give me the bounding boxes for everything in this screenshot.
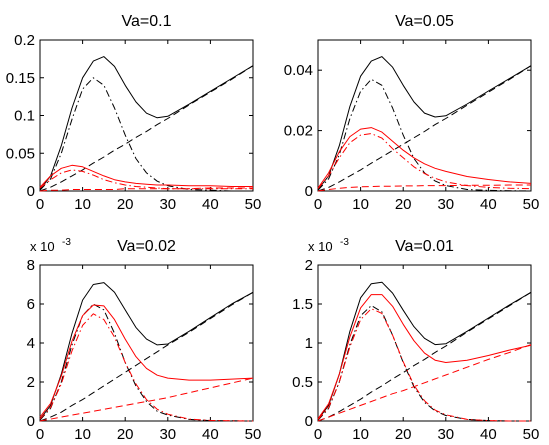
series-line-1: [39, 56, 254, 190]
x-tick-label: 20: [117, 426, 134, 443]
series-line-3: [317, 65, 532, 192]
x-tick-label: 0: [36, 426, 44, 443]
series-line-2: [317, 78, 532, 192]
series-line-5: [39, 313, 254, 422]
x-tick-label: 50: [245, 426, 262, 443]
chart-title: Va=0.1: [122, 13, 172, 30]
x-tick-label: 40: [202, 196, 219, 213]
x-tick-label: 50: [523, 196, 540, 213]
series-line-2: [317, 305, 531, 422]
x-tick-label: 40: [480, 426, 497, 443]
x-tick-label: 20: [117, 196, 134, 213]
y-tick-label: 0.1: [14, 108, 35, 125]
y-tick-label: 0: [305, 183, 313, 200]
x-tick-label: 10: [352, 426, 369, 443]
x-tick-label: 10: [352, 196, 369, 213]
series-line-6: [39, 187, 253, 192]
y-tick-label: 0.05: [6, 145, 35, 162]
x-tick-label: 40: [480, 196, 497, 213]
plot-frame: [317, 264, 532, 422]
x-tick-label: 0: [36, 196, 44, 213]
y-tick-label: 6: [27, 296, 35, 313]
chart-panel-2: Va=0.05 0 10 20 30 40 50 0 0.02 0.04: [284, 13, 540, 213]
axis-multiplier-exponent: -3: [340, 237, 349, 248]
axis-multiplier: x 10: [308, 239, 333, 254]
x-tick-label: 0: [314, 426, 322, 443]
series-line-4: [317, 294, 532, 419]
y-tick-label: 2: [305, 257, 313, 274]
series-line-4: [39, 164, 253, 188]
x-tick-label: 20: [395, 426, 412, 443]
x-tick-label: 20: [395, 196, 412, 213]
y-tick-label: 0.15: [6, 70, 35, 87]
y-tick-label: 1.5: [292, 296, 313, 313]
chart-title: Va=0.05: [395, 13, 454, 30]
x-tick-label: 0: [314, 196, 322, 213]
series-line-5: [317, 133, 532, 190]
series-line-5: [317, 308, 531, 422]
y-tick-label: 1: [305, 335, 313, 352]
chart-title: Va=0.02: [117, 238, 176, 255]
y-tick-label: 0.5: [292, 374, 313, 391]
x-tick-label: 30: [159, 426, 176, 443]
series-line-1: [317, 281, 532, 420]
series-line-3: [39, 291, 254, 422]
axis-multiplier: x 10: [30, 239, 55, 254]
y-tick-label: 0: [27, 183, 35, 200]
axis-multiplier-exponent: -3: [62, 237, 71, 248]
x-tick-label: 30: [437, 196, 454, 213]
chart-panel-1: Va=0.1 0 10 20 30 40 50 0 0.05 0.1 0.15 0.2: [6, 13, 262, 213]
series-line-6: [39, 377, 254, 422]
series-line-3: [317, 291, 532, 422]
plot-frame: [39, 264, 254, 422]
y-tick-label: 0.02: [284, 123, 313, 140]
series-line-4: [39, 304, 254, 418]
x-tick-label: 50: [523, 426, 540, 443]
y-tick-label: 0.04: [284, 62, 313, 79]
x-tick-label: 30: [437, 426, 454, 443]
series-line-1: [39, 282, 254, 420]
series-line-2: [39, 77, 253, 192]
y-tick-label: 0: [305, 413, 313, 430]
series-line-2: [39, 303, 254, 422]
series-line-6: [317, 344, 532, 422]
chart-title: Va=0.01: [395, 238, 454, 255]
series-line-6: [317, 184, 531, 192]
y-tick-label: 4: [27, 335, 35, 352]
y-tick-label: 2: [27, 374, 35, 391]
y-tick-label: 8: [27, 257, 35, 274]
series-line-4: [317, 127, 532, 189]
x-tick-label: 40: [202, 426, 219, 443]
x-tick-label: 10: [74, 426, 91, 443]
x-tick-label: 10: [74, 196, 91, 213]
x-tick-label: 50: [245, 196, 262, 213]
chart-panel-3: Va=0.02 0 10 20 30 40 50 0 2 4 6 8 x 10 -3: [27, 237, 262, 443]
y-tick-label: 0.2: [14, 32, 35, 49]
series-line-1: [317, 56, 532, 190]
series-line-3: [39, 65, 254, 192]
plot-frame: [39, 39, 254, 192]
plot-frame: [317, 39, 532, 192]
x-tick-label: 30: [159, 196, 176, 213]
y-tick-label: 0: [27, 413, 35, 430]
chart-panel-4: Va=0.01 0 10 20 30 40 50 0 0.5 1 1.5 2 x 10 -3: [292, 237, 539, 443]
